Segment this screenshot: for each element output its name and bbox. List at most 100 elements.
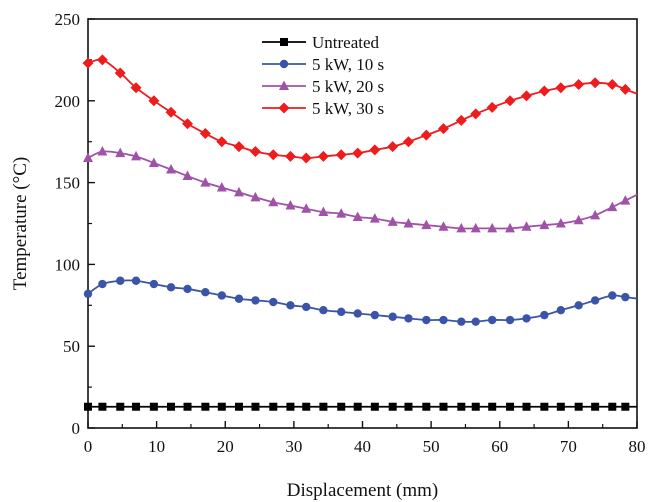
legend-item: 5 kW, 20 s (262, 77, 384, 96)
data-point (457, 402, 466, 411)
data-point (573, 78, 585, 90)
data-point (422, 315, 431, 325)
data-point (249, 146, 261, 158)
data-point (83, 152, 93, 163)
data-point (114, 67, 126, 79)
x-tick-label: 10 (148, 437, 165, 456)
data-point (166, 283, 176, 292)
data-point (420, 129, 432, 141)
data-point (115, 147, 126, 158)
y-tick-label: 100 (55, 255, 81, 274)
data-point (302, 302, 311, 312)
data-point (182, 170, 193, 181)
legend-marker (280, 38, 288, 46)
data-point (619, 83, 631, 95)
data-point (456, 222, 467, 233)
data-point (608, 291, 617, 300)
legend: Untreated 5 kW, 10 s 5 kW, 20 s 5 kW, 30 s (262, 33, 384, 118)
data-point (98, 279, 107, 289)
data-point (183, 402, 192, 411)
data-point (574, 301, 583, 310)
data-point (251, 296, 260, 305)
data-point (317, 150, 329, 162)
data-point (233, 141, 245, 153)
data-point (302, 402, 311, 411)
data-point (369, 213, 380, 223)
data-point (402, 136, 414, 148)
x-tick-label: 0 (84, 437, 93, 456)
data-point (216, 136, 228, 148)
legend-label: Untreated (312, 33, 380, 52)
data-point (352, 211, 363, 221)
y-axis: 0 50 100 150 200 250 (55, 10, 95, 438)
data-point (233, 186, 244, 197)
data-point (555, 218, 566, 228)
data-point (504, 95, 516, 107)
data-point (116, 276, 125, 285)
data-point (353, 309, 362, 318)
data-point (387, 141, 399, 153)
data-point (83, 289, 93, 299)
data-point (167, 402, 176, 411)
legend-label: 5 kW, 20 s (312, 77, 384, 96)
data-point (131, 276, 141, 285)
data-point (486, 101, 498, 113)
data-point (388, 402, 397, 411)
data-point (149, 279, 159, 289)
data-point (521, 221, 532, 231)
legend-marker (279, 80, 289, 90)
data-point (217, 402, 226, 411)
legend-marker (278, 102, 290, 114)
series-5-kw-20-s (83, 146, 638, 233)
x-tick-label: 20 (217, 437, 234, 456)
data-point (183, 284, 192, 294)
data-point (422, 402, 431, 411)
data-point (217, 291, 227, 300)
y-tick-label: 150 (55, 174, 81, 193)
data-point (437, 123, 449, 135)
data-point (132, 402, 141, 411)
data-point (130, 82, 142, 94)
data-point (96, 54, 108, 66)
data-point (388, 312, 397, 321)
data-point (337, 307, 346, 317)
data-point (620, 195, 631, 205)
data-point (337, 402, 346, 411)
data-point (522, 314, 531, 323)
data-point (201, 402, 210, 411)
data-point (470, 222, 481, 233)
x-tick-label: 30 (285, 437, 302, 456)
x-tick-label: 40 (354, 437, 371, 456)
data-point (199, 128, 211, 140)
data-point (319, 402, 328, 411)
series-line (87, 279, 638, 323)
series-untreated (84, 402, 637, 411)
y-tick-label: 50 (63, 337, 80, 356)
data-point (301, 203, 312, 213)
data-point (590, 296, 600, 305)
series-line (87, 58, 638, 159)
x-tick-label: 80 (629, 437, 646, 456)
data-point (216, 182, 227, 192)
data-point (488, 315, 497, 325)
data-point (352, 147, 364, 159)
data-point (84, 402, 92, 411)
data-point (505, 315, 515, 325)
data-point (165, 106, 177, 118)
y-tick-label: 200 (55, 92, 81, 111)
y-tick-label: 250 (55, 10, 81, 29)
series-5-kw-30-s (82, 54, 638, 164)
data-point (522, 402, 531, 411)
data-point (574, 402, 583, 411)
data-point (438, 221, 449, 231)
data-point (353, 402, 362, 411)
data-point (621, 292, 630, 302)
data-point (182, 118, 194, 130)
data-point (607, 201, 618, 212)
data-point (336, 208, 347, 218)
data-point (148, 95, 160, 107)
data-point (97, 146, 108, 156)
data-point (487, 222, 498, 233)
y-tick-label: 0 (72, 419, 81, 438)
